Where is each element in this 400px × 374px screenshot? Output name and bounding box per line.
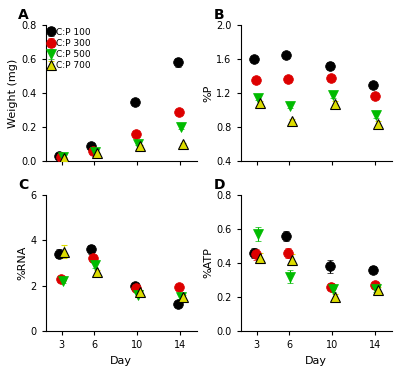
Legend: C:P 100, C:P 300, C:P 500, C:P 700: C:P 100, C:P 300, C:P 500, C:P 700 bbox=[47, 27, 92, 71]
Text: D: D bbox=[214, 178, 225, 192]
Text: C: C bbox=[18, 178, 28, 192]
Y-axis label: %RNA: %RNA bbox=[18, 246, 28, 280]
Text: A: A bbox=[18, 8, 29, 22]
Y-axis label: Weight (mg): Weight (mg) bbox=[8, 58, 18, 128]
Y-axis label: %P: %P bbox=[204, 85, 214, 102]
Text: B: B bbox=[214, 8, 224, 22]
X-axis label: Day: Day bbox=[305, 356, 327, 366]
X-axis label: Day: Day bbox=[110, 356, 132, 366]
Y-axis label: %ATP: %ATP bbox=[204, 248, 214, 278]
